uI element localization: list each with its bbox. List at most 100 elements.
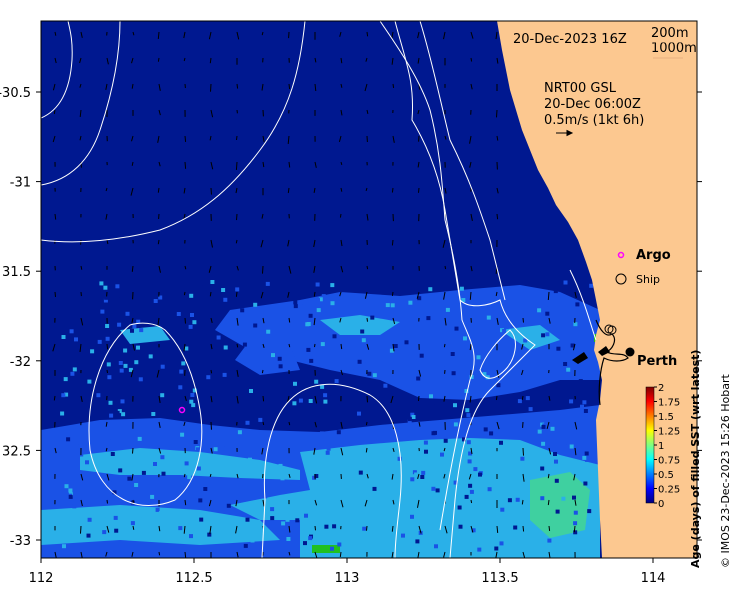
sst-pixel-cell <box>562 440 567 445</box>
sst-pixel-cell <box>419 353 424 358</box>
sst-pixel-cell <box>106 362 111 367</box>
current-vector <box>469 343 472 351</box>
current-vector <box>210 421 212 430</box>
current-vector <box>417 109 420 115</box>
sst-pixel-cell <box>68 494 73 499</box>
sst-pixel-cell <box>587 509 592 514</box>
sst-pixel-cell <box>315 282 320 287</box>
sst-pixel-cell <box>444 366 449 371</box>
sst-pixel-cell <box>97 339 102 344</box>
sst-pixel-cell <box>132 324 137 329</box>
current-vector <box>443 473 446 479</box>
sst-pixel-cell <box>62 544 66 549</box>
colorbar-gradient <box>645 386 655 504</box>
sst-pixel-cell <box>64 484 69 489</box>
sst-pixel-cell <box>487 487 492 492</box>
current-vector <box>236 395 239 404</box>
sst-pixel-cell <box>416 355 421 360</box>
sst-pixel-cell <box>151 412 156 416</box>
current-vector <box>444 135 447 140</box>
sst-pixel-cell <box>202 330 207 335</box>
current-vector <box>522 525 525 532</box>
sst-pixel-cell <box>569 444 574 449</box>
sst-pixel-cell <box>298 398 303 403</box>
sst-pixel-cell <box>108 400 113 405</box>
current-vector <box>54 213 57 220</box>
sst-pixel-cell <box>277 356 282 361</box>
sst-pixel-cell <box>245 517 250 522</box>
sst-pixel-cell <box>295 518 300 523</box>
current-vector <box>79 343 82 352</box>
sst-pixel-cell <box>473 467 478 472</box>
sst-pixel-cell <box>540 496 545 501</box>
sst-pixel-cell <box>117 335 122 340</box>
current-vector <box>496 421 500 430</box>
sst-pixel-cell <box>492 332 497 337</box>
sst-pixel-cell <box>141 513 146 518</box>
current-vector <box>260 291 264 299</box>
sst-pixel-cell <box>499 541 504 546</box>
sst-pixel-cell <box>318 355 323 360</box>
sst-pixel-cell <box>550 426 555 431</box>
current-vector <box>522 473 525 482</box>
current-vector <box>417 551 420 558</box>
sst-pixel-cell <box>410 514 414 519</box>
sst-pixel-cell <box>266 329 271 334</box>
sst-pixel-cell <box>393 504 398 509</box>
current-vector <box>80 473 84 481</box>
sst-pixel-cell <box>270 516 275 521</box>
sst-pixel-cell <box>358 470 363 475</box>
current-vector <box>366 213 369 221</box>
rottnest-garden-islands <box>572 346 610 364</box>
sst-pixel-cell <box>466 413 471 418</box>
sst-pixel-cell <box>486 315 491 320</box>
current-vector <box>287 239 290 247</box>
current-vector <box>573 525 576 533</box>
current-vector <box>548 317 551 324</box>
current-vector <box>366 265 369 270</box>
sst-pixel-cell <box>203 350 208 354</box>
current-vector <box>184 265 187 270</box>
sst-pixel-cell <box>499 440 503 445</box>
current-vector <box>131 83 134 89</box>
current-vector <box>79 57 82 64</box>
current-vector <box>574 421 578 430</box>
sst-pixel-cell <box>471 528 476 533</box>
current-vector <box>262 135 265 143</box>
current-vector <box>131 551 134 557</box>
current-vector <box>364 291 368 299</box>
current-vector <box>158 447 162 454</box>
sst-pixel-cell <box>332 524 337 529</box>
sst-pixel-cell <box>406 316 410 321</box>
current-vector <box>262 499 265 507</box>
sst-pixel-cell <box>379 388 384 393</box>
sst-pixel-cell <box>325 450 330 455</box>
sst-pixel-cell <box>312 475 317 480</box>
sst-pixel-cell <box>545 332 550 337</box>
sst-pixel-cell <box>128 367 133 372</box>
current-vector <box>236 317 239 326</box>
current-vector <box>495 395 498 401</box>
current-vector <box>470 83 473 90</box>
sst-pixel-cell <box>245 332 250 337</box>
current-vector <box>262 395 265 402</box>
sst-pixel-cell <box>181 361 186 366</box>
current-vector <box>183 187 186 194</box>
sst-pixel-cell <box>467 459 472 464</box>
sst-pixel-cell <box>117 322 122 327</box>
current-vector <box>209 473 212 478</box>
sst-pixel-cell <box>319 431 324 436</box>
sst-pixel-cell <box>309 358 314 363</box>
current-vector <box>209 291 212 297</box>
sst-pixel-cell <box>60 411 65 416</box>
sst-pixel-cell <box>61 335 66 339</box>
sst-pixel-cell <box>185 480 190 485</box>
sst-pixel-cell <box>460 305 465 310</box>
sst-pixel-cell <box>187 475 192 480</box>
sst-pixel-cell <box>515 497 520 502</box>
sst-pixel-cell <box>199 517 204 522</box>
sst-pixel-cell <box>298 304 303 309</box>
sst-pixel-cell <box>525 396 530 401</box>
current-vector <box>80 265 83 270</box>
